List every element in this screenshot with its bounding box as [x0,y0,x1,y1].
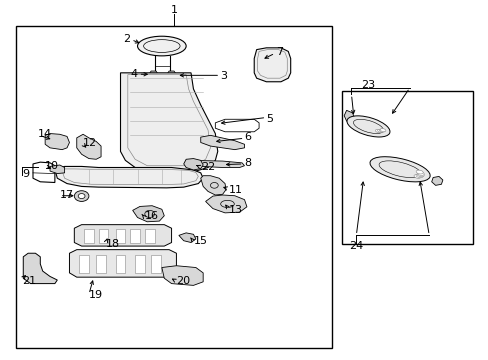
Circle shape [78,194,85,199]
Text: 3: 3 [220,71,227,81]
Polygon shape [151,255,161,273]
Text: 6: 6 [244,132,251,142]
Ellipse shape [377,129,382,132]
Ellipse shape [379,129,384,132]
Polygon shape [116,255,125,273]
Ellipse shape [369,157,429,182]
Polygon shape [135,255,144,273]
Text: 4: 4 [130,69,137,79]
Ellipse shape [380,129,385,132]
Text: 21: 21 [22,276,36,286]
Polygon shape [130,229,140,243]
Polygon shape [50,165,64,174]
Text: 23: 23 [361,80,375,90]
Circle shape [74,191,89,202]
Polygon shape [45,134,69,150]
Polygon shape [162,266,203,285]
Polygon shape [201,176,225,195]
Polygon shape [148,71,158,78]
Ellipse shape [346,116,389,137]
Polygon shape [96,255,106,273]
Polygon shape [23,253,57,284]
Text: 18: 18 [106,239,120,249]
Text: 5: 5 [266,113,273,123]
Text: 2: 2 [123,34,130,44]
Polygon shape [344,111,355,123]
Text: 1: 1 [170,5,177,15]
Text: 22: 22 [201,162,215,172]
Polygon shape [16,26,331,348]
Polygon shape [116,229,125,243]
Polygon shape [431,176,442,185]
Text: 9: 9 [22,169,29,179]
Polygon shape [74,225,171,246]
Ellipse shape [413,175,420,178]
Text: 11: 11 [228,185,243,195]
Polygon shape [99,229,108,243]
Text: 7: 7 [276,48,283,58]
Ellipse shape [137,36,186,56]
Text: 13: 13 [228,204,243,215]
Polygon shape [201,135,244,150]
Polygon shape [183,158,203,170]
Polygon shape [69,249,176,277]
Text: 24: 24 [348,241,363,251]
Text: 17: 17 [60,190,74,200]
Text: 19: 19 [89,291,103,300]
Polygon shape [166,71,176,78]
Text: 12: 12 [83,138,97,148]
Ellipse shape [415,174,422,178]
Text: 15: 15 [193,237,207,247]
Polygon shape [341,91,472,244]
Polygon shape [55,166,203,188]
Polygon shape [132,206,164,222]
Text: 14: 14 [38,129,52,139]
Polygon shape [179,233,196,243]
Text: 16: 16 [144,211,159,221]
Ellipse shape [375,130,380,132]
Text: 20: 20 [176,276,190,286]
Ellipse shape [415,170,422,174]
Polygon shape [205,195,246,213]
Polygon shape [254,48,290,82]
Polygon shape [120,73,217,171]
Polygon shape [186,160,244,167]
Text: 8: 8 [244,158,251,168]
Ellipse shape [416,172,424,175]
Text: 10: 10 [45,161,59,171]
Ellipse shape [416,173,423,177]
Polygon shape [77,134,101,159]
Polygon shape [79,255,89,273]
Polygon shape [144,229,154,243]
Polygon shape [84,229,94,243]
